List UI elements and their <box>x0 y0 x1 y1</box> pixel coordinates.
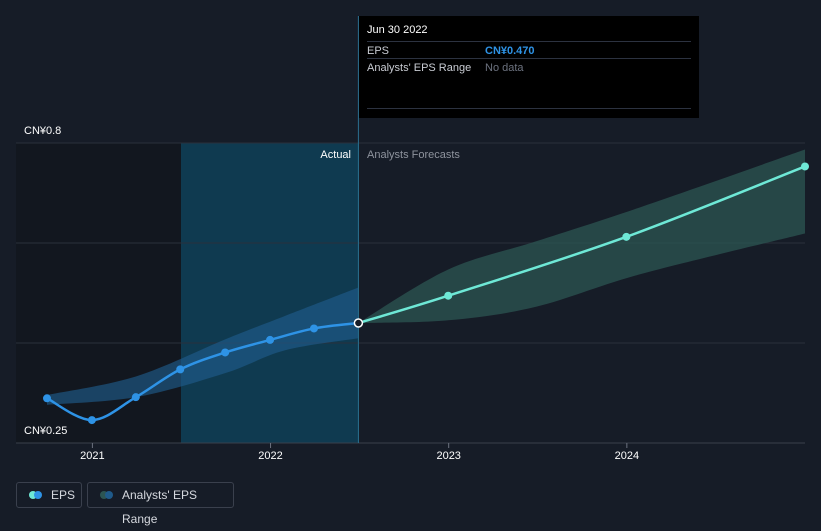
eps-point <box>87 416 96 425</box>
x-tick-label-2023: 2023 <box>436 450 460 462</box>
tooltip-eps-value: CN¥0.470 <box>485 45 535 57</box>
highlight-shade <box>181 143 359 443</box>
eps-point <box>221 348 230 357</box>
forecast-eps-range-band <box>358 149 805 323</box>
tooltip-eps-label: EPS <box>367 45 390 57</box>
x-tick-label-2021: 2021 <box>80 450 104 462</box>
forecast-point <box>444 291 453 300</box>
tooltip-range-label: Analysts' EPS Range <box>367 62 472 74</box>
eps-point <box>176 365 185 374</box>
data-points <box>43 162 809 425</box>
eps-swatch-icon <box>29 491 43 499</box>
actual-region-label: Actual <box>320 149 351 161</box>
legend-range-label: Analysts' EPS Range <box>122 488 197 526</box>
y-tick-label-top: CN¥0.8 <box>24 125 61 137</box>
x-tick-label-2022: 2022 <box>258 450 282 462</box>
range-swatch-icon <box>100 491 114 499</box>
tooltip: Jun 30 2022 EPS CN¥0.470 Analysts' EPS R… <box>359 16 699 118</box>
tooltip-range-row: Analysts' EPS Range No data <box>367 58 691 76</box>
eps-point <box>43 394 51 403</box>
x-axis: 2021 2022 2023 2024 <box>80 443 639 462</box>
eps-point <box>309 324 318 333</box>
forecast-series-line <box>358 165 806 325</box>
tooltip-divider <box>367 108 691 109</box>
eps-point-current <box>353 318 364 328</box>
tooltip-date: Jun 30 2022 <box>367 24 428 36</box>
x-tick-label-2024: 2024 <box>615 450 639 462</box>
tooltip-eps-row: EPS CN¥0.470 <box>367 41 691 59</box>
legend-eps-toggle[interactable]: EPS <box>16 482 82 508</box>
tooltip-range-value: No data <box>485 62 524 74</box>
actual-eps-range-band <box>47 287 359 405</box>
forecast-point <box>622 232 631 241</box>
eps-point <box>131 393 140 402</box>
legend-range-toggle[interactable]: Analysts' EPS Range <box>87 482 234 526</box>
legend-eps-label: EPS <box>51 488 76 502</box>
eps-chart: CN¥0.8 CN¥0.25 Actual Analysts Forecasts… <box>16 16 809 462</box>
y-tick-label-bottom: CN¥0.25 <box>24 425 67 437</box>
forecast-point <box>801 162 809 171</box>
eps-point <box>266 335 275 344</box>
forecast-region-label: Analysts Forecasts <box>367 149 460 161</box>
